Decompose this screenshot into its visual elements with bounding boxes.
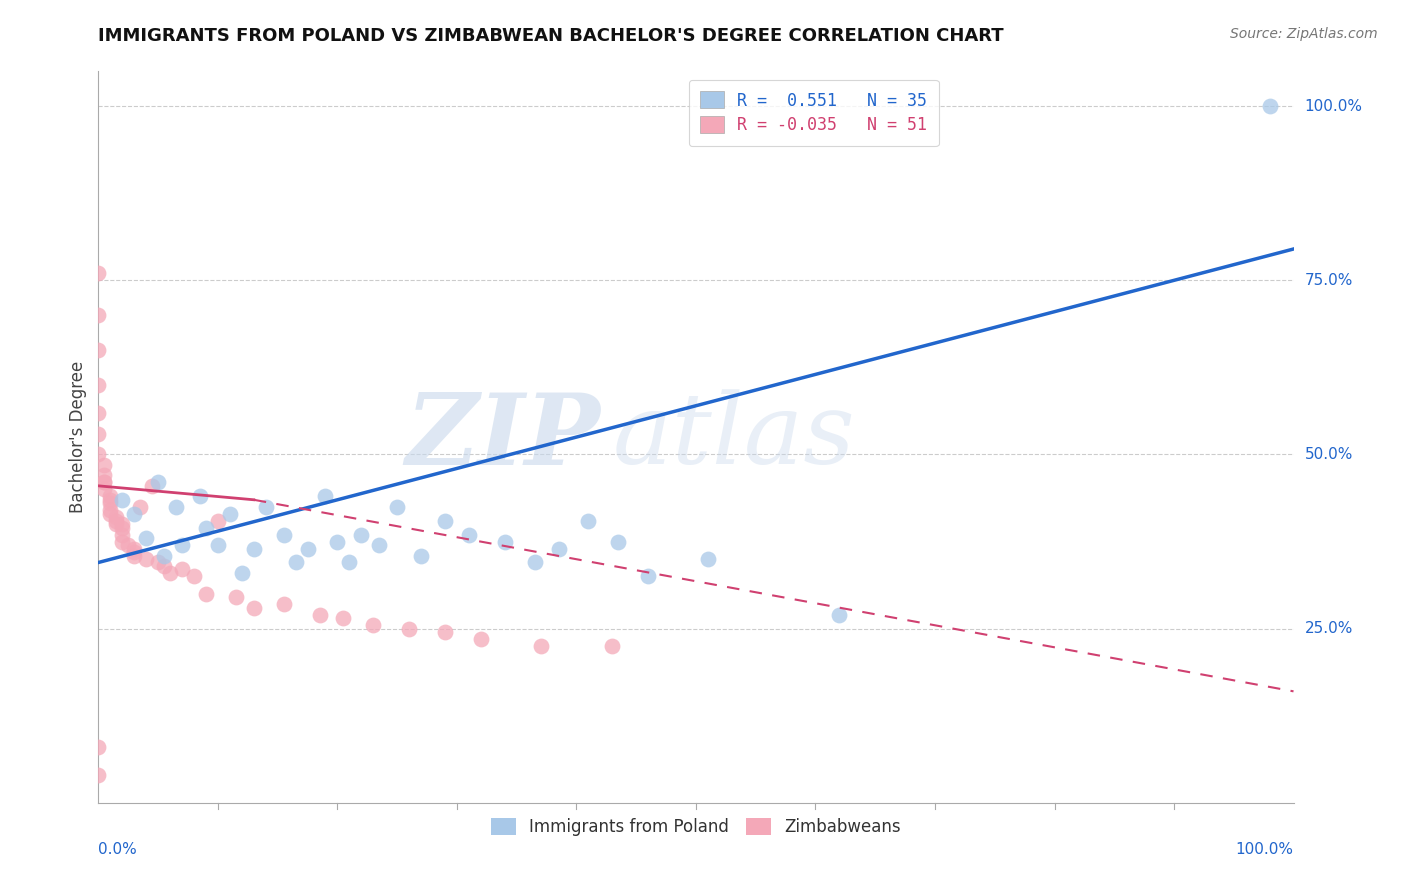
- Point: [124, 541, 146, 556]
- Point: [458, 527, 481, 541]
- Point: [135, 531, 157, 545]
- Point: [98, 489, 122, 503]
- Point: [124, 507, 146, 521]
- Point: [350, 527, 373, 541]
- Point: [828, 607, 851, 622]
- Point: [98, 496, 122, 510]
- Point: [530, 639, 553, 653]
- Point: [93, 475, 115, 490]
- Point: [98, 507, 122, 521]
- Point: [111, 517, 134, 532]
- Point: [111, 534, 134, 549]
- Point: [87, 377, 110, 392]
- Point: [315, 489, 337, 503]
- Point: [93, 458, 115, 472]
- Point: [578, 514, 600, 528]
- Text: 100.0%: 100.0%: [1236, 842, 1294, 856]
- Point: [637, 569, 659, 583]
- Point: [368, 538, 391, 552]
- Point: [607, 534, 630, 549]
- Point: [105, 514, 128, 528]
- Point: [105, 517, 128, 532]
- Point: [254, 500, 277, 514]
- Point: [87, 768, 110, 782]
- Point: [124, 549, 146, 563]
- Point: [195, 521, 218, 535]
- Point: [195, 587, 218, 601]
- Point: [219, 507, 242, 521]
- Point: [363, 618, 385, 632]
- Point: [523, 556, 546, 570]
- Point: [93, 468, 115, 483]
- Point: [297, 541, 319, 556]
- Text: 75.0%: 75.0%: [1305, 273, 1353, 288]
- Point: [135, 552, 157, 566]
- Point: [117, 538, 139, 552]
- Point: [225, 591, 247, 605]
- Point: [87, 266, 110, 280]
- Point: [494, 534, 516, 549]
- Point: [129, 500, 152, 514]
- Point: [141, 479, 163, 493]
- Point: [87, 426, 110, 441]
- Point: [434, 625, 457, 640]
- Text: Source: ZipAtlas.com: Source: ZipAtlas.com: [1230, 27, 1378, 41]
- Text: atlas: atlas: [613, 390, 855, 484]
- Point: [273, 597, 295, 611]
- Point: [243, 541, 266, 556]
- Point: [183, 569, 205, 583]
- Point: [243, 600, 266, 615]
- Point: [124, 545, 146, 559]
- Point: [602, 639, 624, 653]
- Point: [153, 549, 176, 563]
- Point: [1258, 99, 1281, 113]
- Point: [547, 541, 569, 556]
- Point: [148, 475, 170, 490]
- Point: [98, 492, 122, 507]
- Point: [172, 538, 194, 552]
- Point: [326, 534, 349, 549]
- Point: [339, 556, 361, 570]
- Text: 25.0%: 25.0%: [1305, 621, 1353, 636]
- Point: [172, 562, 194, 576]
- Text: 0.0%: 0.0%: [98, 842, 138, 856]
- Point: [165, 500, 187, 514]
- Text: 50.0%: 50.0%: [1305, 447, 1353, 462]
- Point: [111, 527, 134, 541]
- Point: [332, 611, 354, 625]
- Point: [284, 556, 307, 570]
- Point: [273, 527, 295, 541]
- Text: ZIP: ZIP: [405, 389, 600, 485]
- Point: [207, 538, 229, 552]
- Point: [111, 492, 134, 507]
- Legend: Immigrants from Poland, Zimbabweans: Immigrants from Poland, Zimbabweans: [478, 805, 914, 849]
- Point: [411, 549, 433, 563]
- Text: IMMIGRANTS FROM POLAND VS ZIMBABWEAN BACHELOR'S DEGREE CORRELATION CHART: IMMIGRANTS FROM POLAND VS ZIMBABWEAN BAC…: [98, 27, 1004, 45]
- Point: [398, 622, 420, 636]
- Point: [105, 510, 128, 524]
- Point: [231, 566, 253, 580]
- Point: [159, 566, 181, 580]
- Point: [87, 406, 110, 420]
- Point: [385, 500, 409, 514]
- Y-axis label: Bachelor's Degree: Bachelor's Degree: [69, 361, 87, 513]
- Point: [93, 483, 115, 497]
- Point: [308, 607, 330, 622]
- Point: [207, 514, 229, 528]
- Point: [470, 632, 492, 646]
- Point: [87, 343, 110, 357]
- Point: [148, 556, 170, 570]
- Point: [87, 740, 110, 755]
- Point: [93, 475, 115, 490]
- Point: [153, 558, 176, 573]
- Point: [98, 503, 122, 517]
- Point: [697, 552, 720, 566]
- Point: [87, 308, 110, 322]
- Point: [87, 448, 110, 462]
- Point: [111, 521, 134, 535]
- Point: [188, 489, 211, 503]
- Point: [434, 514, 457, 528]
- Text: 100.0%: 100.0%: [1305, 99, 1362, 113]
